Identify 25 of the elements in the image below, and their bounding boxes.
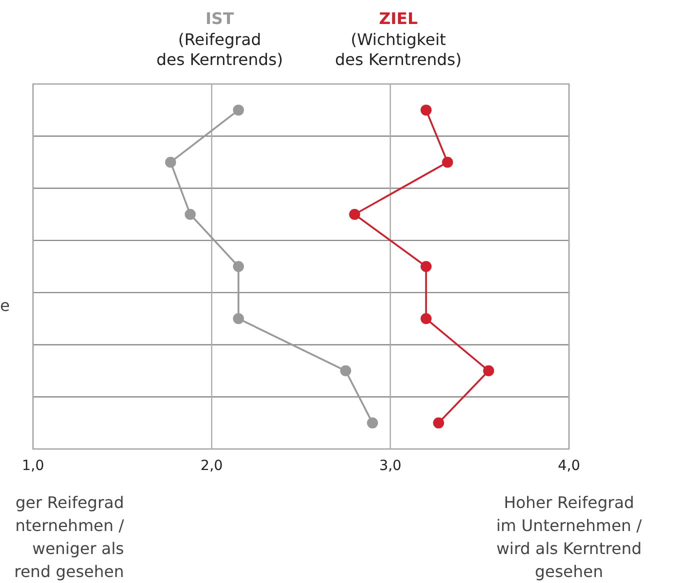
point <box>232 104 244 116</box>
point <box>232 261 244 272</box>
text: e <box>0 296 10 315</box>
text: ger Reifegrad nternehmen / weniger als rend gesehen <box>14 493 125 581</box>
x-tick-label: 2,0 <box>200 458 223 474</box>
text: Hoher Reifegrad im Unternehmen / wird als Kerntrend gesehen <box>496 493 642 581</box>
x-tick-label: 3,0 <box>379 458 402 474</box>
text: IST <box>205 9 234 28</box>
text: (Reifegrad des Kerntrends) <box>156 30 283 69</box>
point <box>420 104 432 116</box>
point <box>366 417 378 428</box>
point <box>165 156 176 168</box>
point <box>433 417 444 428</box>
point <box>232 313 244 324</box>
point <box>349 208 360 220</box>
point <box>420 313 432 324</box>
text: (Wichtigkeit des Kerntrends) <box>335 30 462 69</box>
x-tick-label: 4,0 <box>558 458 580 474</box>
point <box>442 156 454 168</box>
point <box>340 365 352 376</box>
text: ZIEL <box>378 9 418 28</box>
point <box>420 261 432 272</box>
x-tick-label: 1,0 <box>22 458 44 474</box>
point <box>184 208 196 220</box>
point <box>483 365 494 376</box>
